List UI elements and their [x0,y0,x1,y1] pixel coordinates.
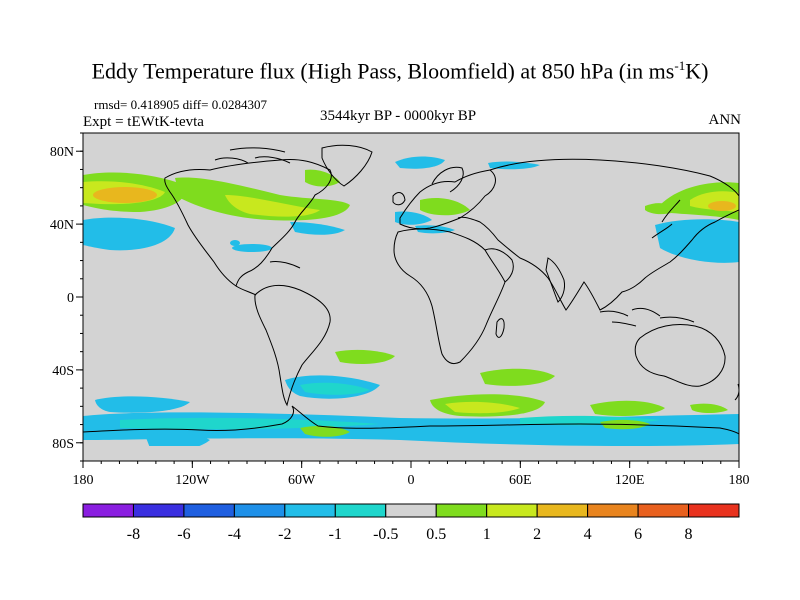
colorbar-label: 4 [584,526,592,543]
colorbar-label: -8 [127,526,140,543]
period-label: 3544kyr BP - 0000kyr BP [320,108,477,124]
colorbar-label: -1 [329,526,342,543]
colorbar-swatch [536,503,589,518]
experiment-label: Expt = tEWtK-tevta [83,114,204,130]
colorbar-label: -2 [278,526,291,543]
colorbar: -8 -6 -4 -2 -1 -0.5 0.5 1 2 4 6 8 [82,503,740,543]
axis-labels: 80N 40N 0 40S 80S 180 120W 60W 0 60E 120E 180 [50,145,750,488]
colorbar-swatch [233,503,286,518]
lon-tick-label: 120W [175,473,210,488]
colorbar-swatch [82,503,134,518]
lon-tick-label: 60E [509,473,532,488]
stats-label: rmsd= 0.418905 diff= 0.0284307 [94,97,267,112]
colorbar-label: -6 [177,526,190,543]
lat-tick-label: 80N [50,145,74,160]
lat-tick-label: 40N [50,218,74,233]
anomaly-field [83,156,739,461]
colorbar-swatch [688,503,740,518]
colorbar-swatch [284,503,336,518]
map-title: Eddy Temperature flux (High Pass, Bloomf… [91,58,709,84]
colorbar-swatch [132,503,185,518]
colorbar-label: -4 [228,526,241,543]
colorbar-swatch [183,503,235,518]
colorbar-label: 1 [483,526,491,543]
season-label: ANN [708,112,742,128]
lon-tick-label: 120E [615,473,645,488]
colorbar-swatch [637,503,690,518]
colorbar-label: -0.5 [373,526,398,543]
lon-tick-label: 180 [73,473,94,488]
colorbar-swatch [385,503,437,518]
colorbar-swatch [486,503,538,518]
lon-tick-label: 60W [288,473,316,488]
lat-tick-label: 0 [67,291,74,306]
colorbar-label: 8 [685,526,693,543]
colorbar-label: 0.5 [426,526,446,543]
lat-tick-label: 80S [52,437,74,452]
axis-ticks [76,132,740,468]
lon-tick-label: 0 [408,473,415,488]
lat-tick-label: 40S [52,364,74,379]
colorbar-swatch [334,503,387,518]
colorbar-swatch [587,503,639,518]
colorbar-label: 6 [634,526,642,543]
colorbar-swatch [435,503,488,518]
colorbar-label: 2 [533,526,541,543]
lon-tick-label: 180 [729,473,750,488]
